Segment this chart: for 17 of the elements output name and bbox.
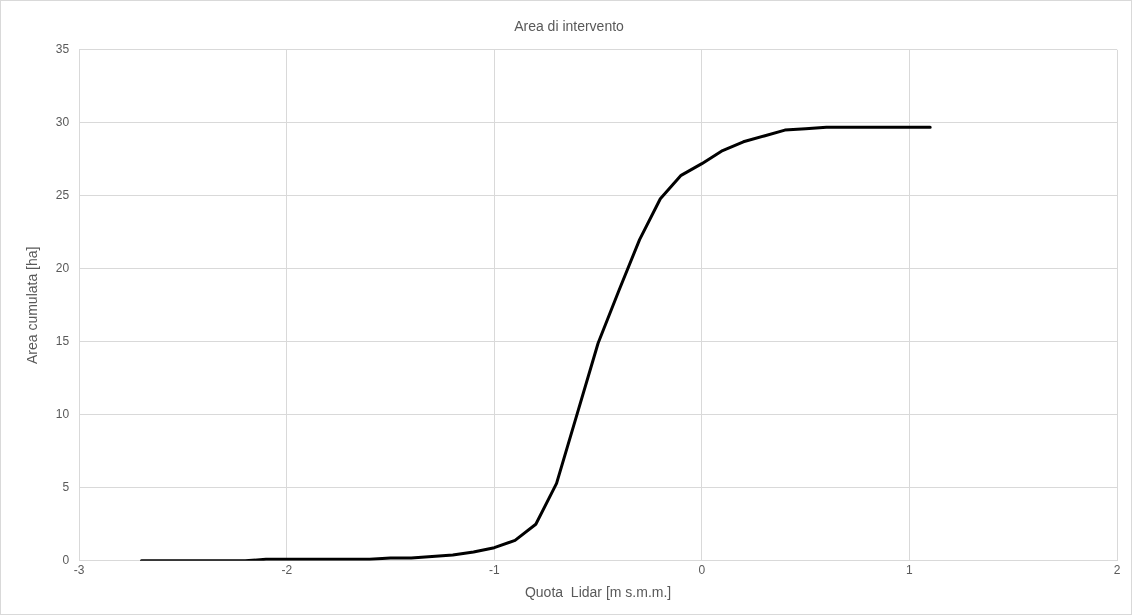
y-tick-label: 10 [55, 407, 70, 422]
x-tick-label: -1 [488, 563, 500, 578]
x-tick-label: 1 [906, 563, 914, 578]
y-tick-label: 15 [55, 334, 70, 349]
y-tick-label: 20 [55, 261, 70, 276]
y-tick-label: 5 [62, 480, 70, 495]
y-tick-label: 0 [62, 553, 70, 568]
y-tick-label: 35 [55, 42, 70, 57]
y-axis-title: Area cumulata [ha] [24, 246, 41, 365]
x-tick-label: -2 [281, 563, 293, 578]
x-tick-label: 2 [1113, 563, 1121, 578]
x-tick-label: 0 [698, 563, 706, 578]
x-axis-title: Quota Lidar [m s.m.m.] [524, 584, 672, 601]
x-tick-label: -3 [73, 563, 85, 578]
y-tick-label: 30 [55, 115, 70, 130]
y-tick-label: 25 [55, 188, 70, 203]
chart-title: Area di intervento [514, 18, 625, 35]
